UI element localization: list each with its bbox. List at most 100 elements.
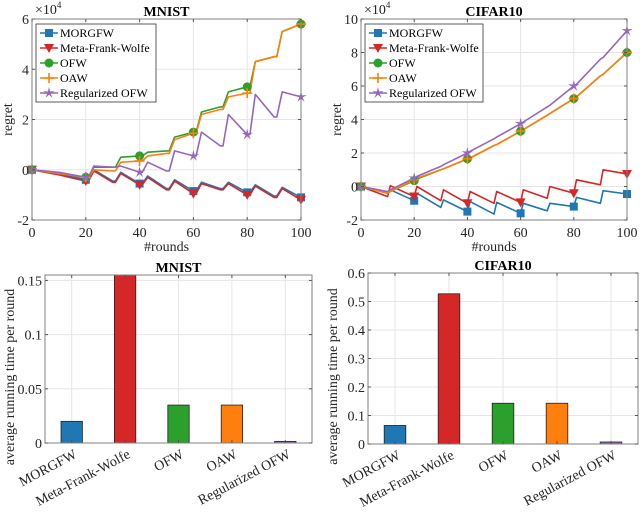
x-tick-label: 0 bbox=[358, 226, 365, 241]
legend-item: OAW bbox=[369, 71, 417, 85]
x-axis-label: #rounds bbox=[471, 240, 516, 255]
y-tick-label: 4 bbox=[351, 114, 358, 129]
legend-item: OFW bbox=[40, 56, 87, 70]
y-tick-label: 2 bbox=[351, 147, 358, 162]
y-tick-label: 10 bbox=[344, 13, 358, 28]
axis-exponent-label: ×104 bbox=[364, 0, 391, 18]
legend-item: MORGFW bbox=[369, 26, 444, 40]
legend-marker-square bbox=[374, 29, 382, 37]
y-tick-label: 0 bbox=[351, 181, 358, 196]
legend: MORGFWMeta-Frank-WolfeOFWOAWRegularized … bbox=[35, 23, 157, 103]
series-line-oaw bbox=[31, 23, 302, 179]
legend-item: Meta-Frank-Wolfe bbox=[369, 41, 479, 55]
data-point-star bbox=[80, 171, 92, 183]
y-tick-label: -2 bbox=[346, 214, 358, 229]
data-point-triangle-down bbox=[409, 192, 420, 202]
category-label: OFW bbox=[476, 448, 511, 476]
x-tick-label: 100 bbox=[617, 226, 638, 241]
y-tick-label: 8 bbox=[351, 47, 358, 62]
legend-item: Regularized OFW bbox=[40, 86, 148, 100]
legend-label: OAW bbox=[389, 71, 417, 85]
data-point-star bbox=[514, 117, 527, 129]
data-point-triangle-down bbox=[462, 199, 473, 209]
y-axis-label: regret bbox=[330, 103, 345, 136]
legend-marker-circle bbox=[44, 58, 54, 68]
data-point-star bbox=[187, 149, 200, 161]
bar-oaw bbox=[220, 404, 243, 444]
legend: MORGFWMeta-Frank-WolfeOFWOAWRegularized … bbox=[364, 23, 484, 103]
data-point-star bbox=[241, 128, 253, 140]
legend-label: Meta-Frank-Wolfe bbox=[60, 41, 150, 55]
data-point-square bbox=[463, 207, 472, 216]
x-tick-label: 60 bbox=[186, 226, 200, 241]
chart-title: MNIST bbox=[156, 261, 203, 276]
x-tick-label: 60 bbox=[514, 226, 528, 241]
y-tick-label: 0.1 bbox=[25, 329, 43, 344]
data-point-star bbox=[408, 172, 420, 183]
bar-ofw bbox=[491, 402, 515, 445]
y-tick-label: 0.3 bbox=[348, 353, 366, 368]
category-label: Meta-Frank-Wolfe bbox=[34, 447, 133, 509]
legend-label: OFW bbox=[389, 56, 416, 70]
x-tick-label: 20 bbox=[407, 226, 421, 241]
legend-label: MORGFW bbox=[60, 26, 115, 40]
y-tick-label: 0.6 bbox=[348, 267, 366, 282]
legend-item: MORGFW bbox=[40, 26, 115, 40]
y-tick-label: 0.5 bbox=[348, 296, 366, 311]
data-point-star bbox=[568, 80, 580, 91]
y-tick-label: 0.15 bbox=[18, 274, 43, 289]
legend-label: Regularized OFW bbox=[389, 86, 477, 100]
y-tick-label: 0.4 bbox=[348, 324, 366, 339]
bar-chart-3: 00.10.20.30.40.50.6MORGFWMeta-Frank-Wolf… bbox=[326, 259, 639, 511]
legend-label: MORGFW bbox=[389, 26, 444, 40]
y-tick-label: 0.2 bbox=[348, 381, 366, 396]
legend-item: Meta-Frank-Wolfe bbox=[40, 41, 150, 55]
legend-marker-plus bbox=[373, 73, 383, 83]
data-point-triangle-down bbox=[188, 189, 199, 199]
legend-marker-circle bbox=[373, 58, 383, 68]
y-tick-label: -2 bbox=[17, 214, 29, 229]
category-label: Regularized OFW bbox=[522, 448, 620, 510]
category-label: OAW bbox=[529, 448, 565, 477]
legend-marker-plus bbox=[44, 73, 54, 83]
x-axis-label: #rounds bbox=[144, 240, 189, 255]
chart-title: CIFAR10 bbox=[465, 5, 522, 20]
data-point-star bbox=[133, 166, 146, 178]
category-label: Regularized OFW bbox=[196, 447, 294, 509]
data-point-plus bbox=[134, 155, 145, 166]
y-tick-label: 6 bbox=[22, 13, 29, 28]
bar-morgfw bbox=[60, 420, 83, 444]
y-tick-label: 0 bbox=[22, 164, 29, 179]
legend-item: Regularized OFW bbox=[369, 86, 477, 100]
data-point-plus bbox=[242, 88, 253, 99]
data-point-triangle-down bbox=[515, 198, 526, 208]
bar-meta-frank-wolfe bbox=[114, 274, 137, 444]
y-axis-label: regret bbox=[1, 103, 16, 136]
data-point-triangle-down bbox=[134, 180, 145, 190]
y-tick-label: 0.05 bbox=[18, 383, 43, 398]
x-tick-label: 40 bbox=[133, 226, 147, 241]
y-tick-label: 0.1 bbox=[348, 410, 366, 425]
series-line-meta-frank-wolfe bbox=[31, 169, 302, 201]
axis-exponent-label: ×104 bbox=[35, 0, 62, 18]
category-label: Meta-Frank-Wolfe bbox=[357, 448, 456, 510]
data-point-circle bbox=[242, 82, 252, 92]
x-tick-label: 20 bbox=[79, 226, 93, 241]
legend-label: OFW bbox=[60, 56, 87, 70]
y-axis-label: average running time per round bbox=[326, 288, 341, 465]
series-line-morgfw bbox=[31, 169, 302, 199]
legend-marker-star bbox=[43, 87, 55, 98]
data-point-triangle-down bbox=[568, 189, 579, 199]
y-axis-label: average running time per round bbox=[3, 289, 18, 466]
series-line-regularized-ofw bbox=[31, 91, 302, 179]
legend-marker-square bbox=[45, 29, 53, 37]
data-point-square bbox=[569, 202, 578, 211]
data-point-circle bbox=[135, 151, 145, 161]
data-point-plus bbox=[515, 126, 526, 137]
legend-marker-triangle-down bbox=[373, 44, 383, 53]
x-tick-label: 40 bbox=[460, 226, 474, 241]
